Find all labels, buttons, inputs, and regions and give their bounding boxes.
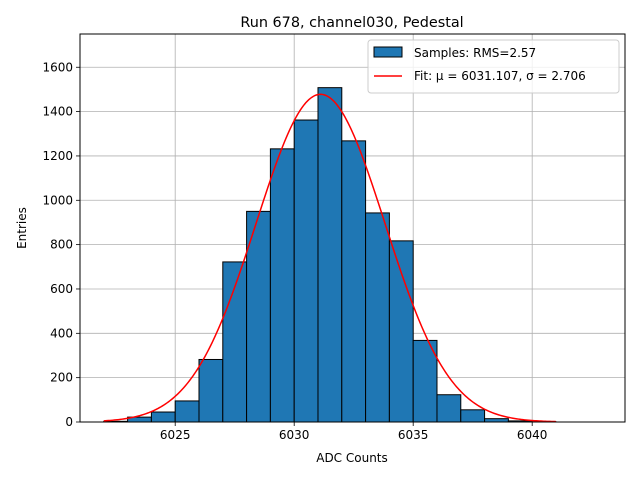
histogram-bar [437, 395, 461, 422]
x-tick-label: 6030 [279, 428, 310, 442]
legend-swatch-samples [374, 47, 402, 57]
y-tick-label: 600 [50, 282, 73, 296]
histogram-bar [270, 149, 294, 422]
histogram-bar [389, 241, 413, 422]
legend-label-samples: Samples: RMS=2.57 [414, 46, 536, 60]
x-tick-label: 6025 [160, 428, 191, 442]
y-tick-label: 1400 [42, 105, 73, 119]
y-tick-label: 200 [50, 371, 73, 385]
legend-label-fit: Fit: μ = 6031.107, σ = 2.706 [414, 69, 586, 83]
histogram-bar [199, 359, 223, 422]
y-tick-label: 800 [50, 238, 73, 252]
histogram-bar [175, 401, 199, 422]
legend: Samples: RMS=2.57 Fit: μ = 6031.107, σ =… [368, 40, 619, 93]
histogram-bar [342, 141, 366, 422]
y-tick-label: 400 [50, 326, 73, 340]
y-axis-label: Entries [15, 207, 29, 249]
y-tick-label: 0 [65, 415, 73, 429]
histogram-bar [294, 120, 318, 422]
histogram-bar [318, 88, 342, 422]
x-axis-label: ADC Counts [316, 451, 388, 465]
histogram-bar [461, 410, 485, 422]
histogram-bar [366, 213, 390, 422]
x-tick-label: 6040 [517, 428, 548, 442]
y-tick-label: 1200 [42, 149, 73, 163]
y-tick-label: 1600 [42, 60, 73, 74]
chart-title: Run 678, channel030, Pedestal [240, 15, 463, 31]
y-tick-label: 1000 [42, 193, 73, 207]
x-tick-label: 6035 [398, 428, 429, 442]
histogram-bar [151, 412, 175, 422]
